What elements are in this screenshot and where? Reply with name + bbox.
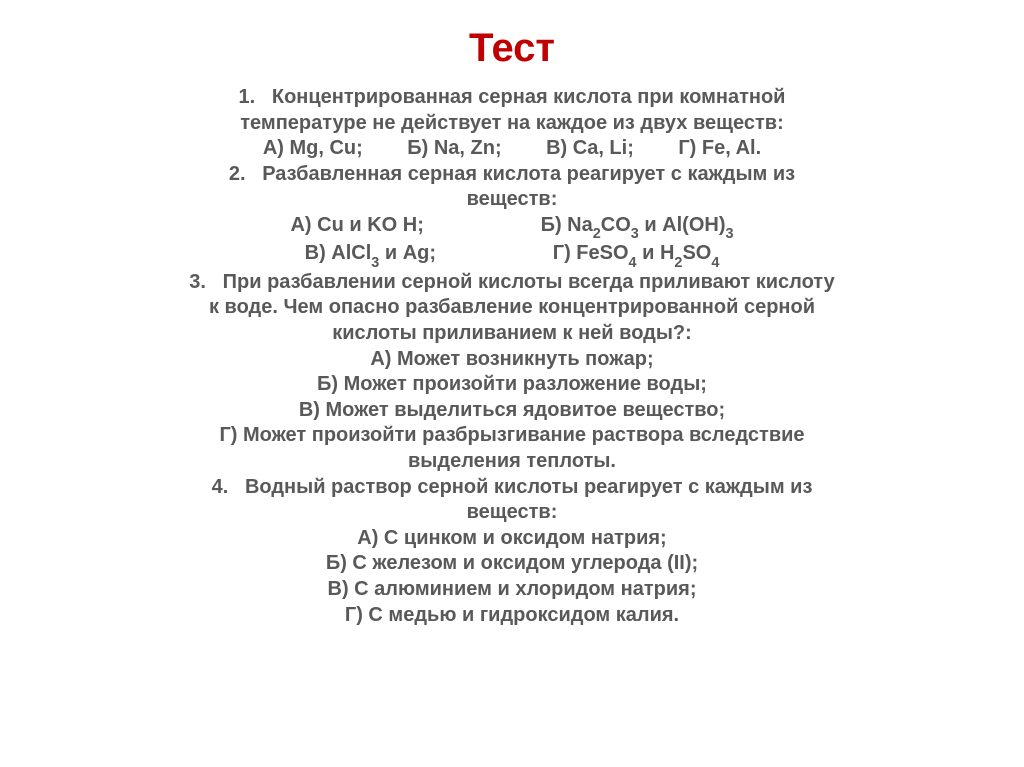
q2-stem-line1: 2. Разбавленная серная кислота реагирует… (60, 162, 964, 188)
q4-stem1-text: Водный раствор серной кислоты реагирует … (245, 476, 812, 498)
q2-options-row1: А) Cu и KO H; Б) Na2CO3 и Al(OH)3 (60, 213, 964, 241)
q2-number: 2. (229, 163, 246, 185)
q2-opt-a: А) Cu и KO H; (290, 214, 423, 236)
q2c-p2: и Ag; (379, 242, 436, 264)
q3-opt-a: А) Может возникнуть пожар; (60, 347, 964, 373)
q2d-p1: Г) FeSO (553, 242, 629, 264)
q3-opt-c: В) Может выделиться ядовитое вещество; (60, 398, 964, 424)
q2c-p1: В) AlCl (305, 242, 372, 264)
q3-opt-d-l1: Г) Может произойти разбрызгивание раство… (60, 423, 964, 449)
q2-opt-c: В) AlCl3 и Ag; (305, 242, 436, 264)
q1-opt-d: Г) Fe, Al. (678, 137, 761, 159)
q3-stem1-text: При разбавлении серной кислоты всегда пр… (223, 271, 835, 293)
q2d-s3: 4 (711, 255, 719, 271)
q1-stem-line2: температуре не действует на каждое из дв… (60, 111, 964, 137)
q2b-s3: 3 (726, 226, 734, 242)
q4-opt-a: А) С цинком и оксидом натрия; (60, 526, 964, 552)
q2d-s1: 4 (629, 255, 637, 271)
q1-opt-c: В) Ca, Li; (546, 137, 634, 159)
q3-opt-b: Б) Может произойти разложение воды; (60, 372, 964, 398)
q2-stem-line2: веществ: (60, 187, 964, 213)
q2d-s2: 2 (674, 255, 682, 271)
q3-opt-d-l2: выделения теплоты. (60, 449, 964, 475)
q1-options: А) Mg, Cu; Б) Na, Zn; В) Ca, Li; Г) Fe, … (60, 136, 964, 162)
q2b-s2: 3 (631, 226, 639, 242)
q4-opt-c: В) С алюминием и хлоридом натрия; (60, 577, 964, 603)
q2d-p3: SO (682, 242, 711, 264)
q2-opt-b: Б) Na2CO3 и Al(OH)3 (541, 214, 734, 236)
q2-stem1-text: Разбавленная серная кислота реагирует с … (262, 163, 795, 185)
q3-stem-line2: к воде. Чем опасно разбавление концентри… (60, 295, 964, 321)
q3-stem-line3: кислоты приливанием к ней воды?: (60, 321, 964, 347)
q4-stem-line2: веществ: (60, 500, 964, 526)
q2b-p3: и Al(OH) (639, 214, 726, 236)
q2b-s1: 2 (593, 226, 601, 242)
q4-stem-line1: 4. Водный раствор серной кислоты реагиру… (60, 475, 964, 501)
q2-options-row2: В) AlCl3 и Ag; Г) FeSO4 и H2SO4 (60, 241, 964, 269)
q3-number: 3. (189, 271, 206, 293)
q1-opt-b: Б) Na, Zn; (407, 137, 501, 159)
q4-number: 4. (212, 476, 229, 498)
q2c-s1: 3 (371, 255, 379, 271)
q3-stem-line1: 3. При разбавлении серной кислоты всегда… (60, 270, 964, 296)
slide-container: Тест 1. Концентрированная серная кислота… (0, 0, 1024, 767)
q2d-p2: и H (637, 242, 675, 264)
q4-opt-b: Б) С железом и оксидом углерода (II); (60, 551, 964, 577)
q1-opt-a: А) Mg, Cu; (263, 137, 363, 159)
slide-title: Тест (60, 26, 964, 71)
q1-stem-line1: 1. Концентрированная серная кислота при … (60, 85, 964, 111)
q2b-p2: CO (601, 214, 631, 236)
q4-opt-d: Г) С медью и гидроксидом калия. (60, 603, 964, 629)
q2b-p1: Б) Na (541, 214, 593, 236)
q2-opt-d: Г) FeSO4 и H2SO4 (553, 242, 720, 264)
q1-number: 1. (239, 86, 256, 108)
slide-content: 1. Концентрированная серная кислота при … (60, 85, 964, 628)
q1-stem1-text: Концентрированная серная кислота при ком… (272, 86, 786, 108)
